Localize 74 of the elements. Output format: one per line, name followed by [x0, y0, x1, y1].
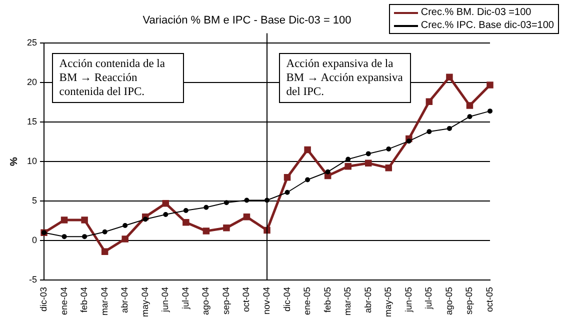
annotation: Acción contenida de la BM → Reacción contenida del IPC. [52, 53, 184, 104]
x-tick-label: mar-05 [342, 286, 353, 316]
legend-label: Crec.% IPC. Base dic-03=100 [420, 19, 554, 32]
x-tick-label: oct-05 [484, 286, 494, 312]
x-tick-label: ene-05 [302, 286, 312, 316]
point [446, 74, 453, 81]
point [366, 151, 371, 156]
point [62, 234, 67, 240]
y-tick-label: 15 [26, 116, 38, 127]
point [344, 162, 352, 170]
point [142, 216, 148, 222]
point [60, 216, 68, 224]
x-tick-label: dic-04 [282, 286, 292, 312]
point [202, 228, 210, 234]
point [284, 174, 291, 181]
point [183, 208, 188, 214]
x-tick-label: feb-05 [322, 286, 332, 313]
point [486, 82, 494, 88]
x-tick-label: jun-04 [160, 286, 170, 314]
point [182, 219, 190, 226]
x-tick-label: abr-05 [362, 286, 373, 314]
point [244, 198, 250, 203]
point [325, 169, 330, 174]
x-tick-label: sep-05 [464, 286, 474, 315]
point [81, 216, 88, 224]
x-tick-label: ago-04 [200, 286, 211, 316]
x-tick-label: abr-04 [120, 286, 130, 314]
x-tick-label: jul-05 [424, 286, 434, 310]
x-tick-label: dic-03 [38, 286, 48, 312]
chart-title: Variación % BM e IPC - Base Dic-03 = 100 [142, 14, 352, 27]
y-tick-label: 25 [26, 38, 38, 48]
x-tick-label: ene-04 [58, 286, 69, 316]
point [385, 164, 392, 172]
legend-label: Crec.% BM. Dic-03 =100 [420, 6, 532, 19]
point [122, 236, 128, 242]
x-tick-label: oct-04 [241, 286, 252, 312]
point [284, 190, 290, 195]
x-tick-label: sep-04 [220, 286, 231, 315]
point [162, 200, 170, 207]
point [243, 213, 250, 220]
y-tick-label: 5 [32, 196, 38, 206]
point [466, 102, 474, 109]
y-tick-label: 20 [26, 77, 38, 88]
x-tick-label: jun-05 [403, 286, 414, 314]
x-tick-label: may-04 [140, 286, 150, 318]
y-tick-label: 0 [32, 235, 38, 246]
point [426, 129, 432, 134]
point [305, 177, 310, 182]
point [304, 146, 311, 154]
x-tick-label: ago-05 [444, 286, 454, 316]
point [386, 146, 392, 152]
x-tick-label: nov-04 [261, 286, 272, 315]
point [204, 204, 209, 210]
point [364, 160, 372, 167]
point [82, 234, 88, 240]
annotation: Acción expansiva de la BM → Acción expansiva del IPC. [279, 53, 412, 104]
x-tick-label: mar-04 [99, 286, 110, 316]
point [224, 200, 229, 206]
point [488, 108, 492, 114]
point [446, 126, 452, 131]
x-tick-label: feb-04 [79, 286, 90, 313]
point [426, 98, 433, 105]
y-tick-label: -5 [28, 274, 38, 284]
point [122, 223, 128, 228]
point [101, 248, 108, 255]
y-tick-label: 10 [26, 156, 38, 166]
point [223, 224, 230, 232]
point [163, 212, 168, 217]
x-tick-label: may-05 [383, 286, 394, 318]
point [406, 138, 412, 144]
point [102, 229, 108, 234]
y-axis-title: % [8, 157, 20, 166]
point [467, 114, 472, 120]
x-tick-label: jul-04 [180, 286, 190, 310]
